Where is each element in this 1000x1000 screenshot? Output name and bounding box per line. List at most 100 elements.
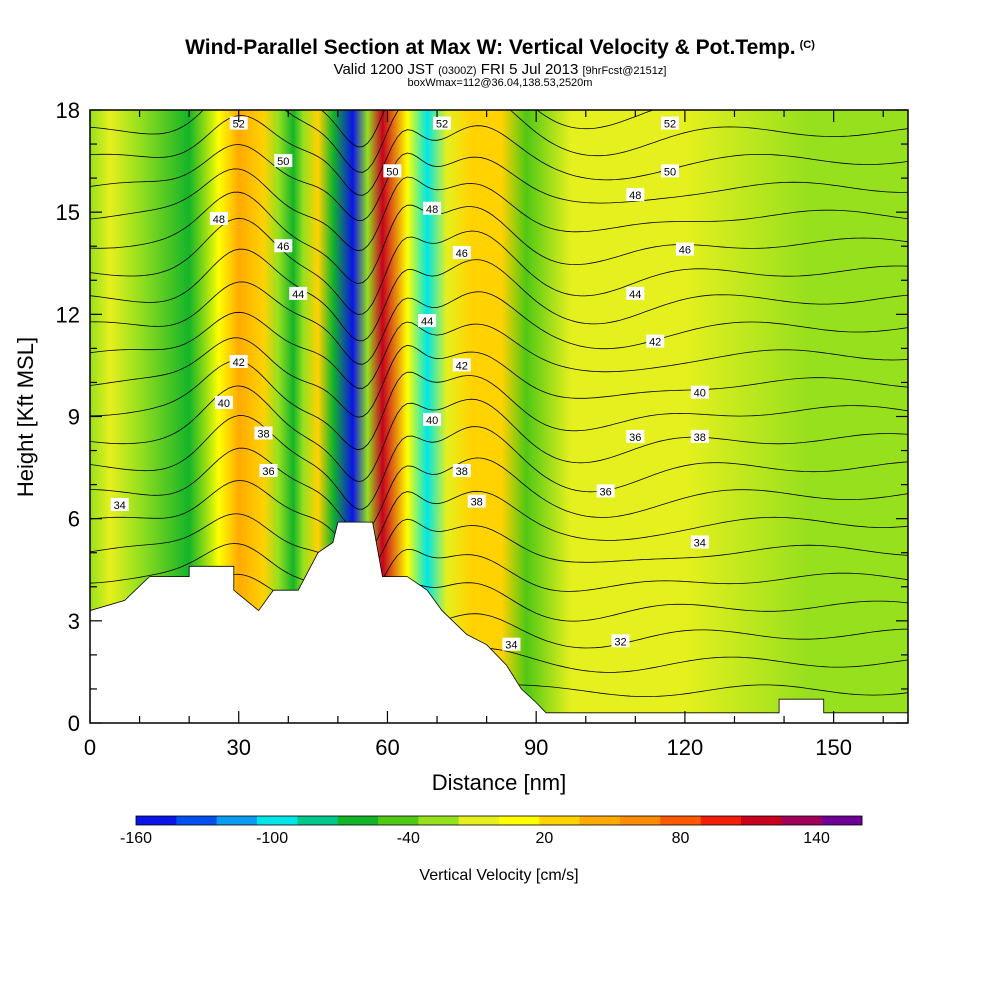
pot-temp-contour-line <box>90 144 908 221</box>
colorbar-tick-label: -160 <box>120 830 152 847</box>
colorbar-tick-label: 140 <box>803 830 830 847</box>
pot-temp-labels: 34 36 38 40 42 44 46 48 50 52 50 48 46 44 42 40 38 38 36 34… <box>110 116 709 652</box>
colorbar-swatch <box>136 816 177 825</box>
y-tick-label: 3 <box>68 609 80 634</box>
x-tick-label: 90 <box>524 735 548 760</box>
pot-temp-contour-line <box>90 115 908 196</box>
svg-text:32: 32 <box>614 636 626 648</box>
svg-text:50: 50 <box>277 156 289 168</box>
colorbar-tick-label: -100 <box>256 830 288 847</box>
x-tick-label: 30 <box>226 735 250 760</box>
svg-text:52: 52 <box>436 119 448 131</box>
colorbar-swatch <box>660 816 701 825</box>
svg-text:50: 50 <box>386 166 398 178</box>
chart-subtitle: Valid 1200 JST (0300Z) FRI 5 Jul 2013 [9… <box>0 61 1000 78</box>
pot-temp-label: 36 <box>596 484 615 498</box>
svg-text:46: 46 <box>679 245 691 257</box>
colorbar-swatch <box>257 816 298 825</box>
svg-text:42: 42 <box>456 360 468 372</box>
colorbar-swatch <box>378 816 419 825</box>
pot-temp-label: 46 <box>452 246 471 260</box>
svg-text:42: 42 <box>649 337 661 349</box>
title-unit-mark: (C) <box>799 39 815 51</box>
pot-temp-label: 36 <box>259 464 278 478</box>
pot-temp-label: 34 <box>502 637 521 652</box>
pot-temp-label: 48 <box>209 212 228 226</box>
svg-text:38: 38 <box>694 432 706 444</box>
pot-temp-label: 50 <box>383 164 402 178</box>
colorbar-swatch <box>418 816 459 825</box>
pot-temp-label: 38 <box>690 429 709 444</box>
svg-text:46: 46 <box>456 248 468 260</box>
x-tick-label: 60 <box>375 735 399 760</box>
pot-temp-label: 38 <box>254 426 273 441</box>
svg-text:44: 44 <box>629 289 641 301</box>
pot-temp-label: 36 <box>626 429 645 444</box>
colorbar-swatch <box>176 816 217 825</box>
svg-text:50: 50 <box>664 166 676 178</box>
svg-text:52: 52 <box>233 119 245 131</box>
pot-temp-contour-line <box>90 248 908 342</box>
colorbar-swatch <box>741 816 782 825</box>
svg-text:34: 34 <box>114 500 126 512</box>
colorbar-swatch <box>458 816 500 825</box>
pot-temp-contour-line <box>90 191 908 284</box>
svg-text:38: 38 <box>471 497 483 509</box>
pot-temp-label: 40 <box>690 385 709 400</box>
svg-text:44: 44 <box>292 289 304 301</box>
pot-temp-label: 52 <box>433 116 451 131</box>
x-tick-label: 150 <box>815 735 852 760</box>
svg-text:40: 40 <box>218 398 230 410</box>
colorbar-swatch <box>539 816 580 825</box>
colorbar-swatch <box>297 816 338 825</box>
colorbar-swatch <box>781 816 822 825</box>
pot-temp-label: 52 <box>661 116 679 131</box>
colorbar-swatch <box>700 816 742 825</box>
svg-text:40: 40 <box>426 415 438 427</box>
x-tick-label: 120 <box>667 735 704 760</box>
valid-date: FRI 5 Jul 2013 <box>476 61 583 78</box>
pot-temp-label: 38 <box>452 464 471 478</box>
pot-temp-label: 44 <box>418 314 437 328</box>
pot-temp-contour-line <box>90 337 908 418</box>
pot-temp-label: 42 <box>229 355 248 369</box>
y-tick-label: 18 <box>56 98 80 123</box>
colorbar: -160 -100 -40 20 80 140 <box>120 815 863 847</box>
pot-temp-contours <box>90 110 908 723</box>
svg-text:36: 36 <box>629 432 641 444</box>
colorbar-swatch <box>620 816 661 825</box>
y-tick-label: 12 <box>56 302 80 327</box>
pot-temp-contour-line <box>90 360 908 451</box>
terrain-mask <box>90 521 908 723</box>
colorbar-swatch <box>579 816 621 825</box>
svg-text:46: 46 <box>277 241 289 253</box>
colorbar-frame <box>135 815 863 826</box>
colorbar-swatch <box>821 816 863 825</box>
svg-text:38: 38 <box>257 429 269 441</box>
pot-temp-label: 32 <box>611 634 630 648</box>
svg-text:34: 34 <box>694 538 706 550</box>
pot-temp-label: 40 <box>214 395 233 410</box>
x-axis-title: Distance [nm] <box>432 770 567 795</box>
pot-temp-label: 42 <box>646 334 665 349</box>
colorbar-tick-label: 80 <box>672 830 690 847</box>
pot-temp-label: 48 <box>626 188 645 202</box>
pot-temp-contour-line <box>90 415 908 510</box>
y-tick-label: 0 <box>68 711 80 736</box>
pot-temp-contour-line <box>90 168 908 252</box>
svg-text:40: 40 <box>694 388 706 400</box>
pot-temp-label: 46 <box>274 239 293 253</box>
pot-temp-label: 34 <box>690 535 709 550</box>
title-text: Wind-Parallel Section at Max W: Vertical… <box>185 36 796 59</box>
y-tick-label: 15 <box>56 200 80 225</box>
pot-temp-label: 46 <box>675 242 694 257</box>
colorbar-title: Vertical Velocity [cm/s] <box>419 867 578 884</box>
y-tick-label: 9 <box>68 405 80 430</box>
y-tick-label: 6 <box>68 507 80 532</box>
pot-temp-label: 52 <box>229 116 248 131</box>
svg-text:52: 52 <box>664 119 676 131</box>
forecast-info: [9hrFcst@2151z] <box>582 65 667 77</box>
pot-temp-contour-line <box>90 447 908 534</box>
